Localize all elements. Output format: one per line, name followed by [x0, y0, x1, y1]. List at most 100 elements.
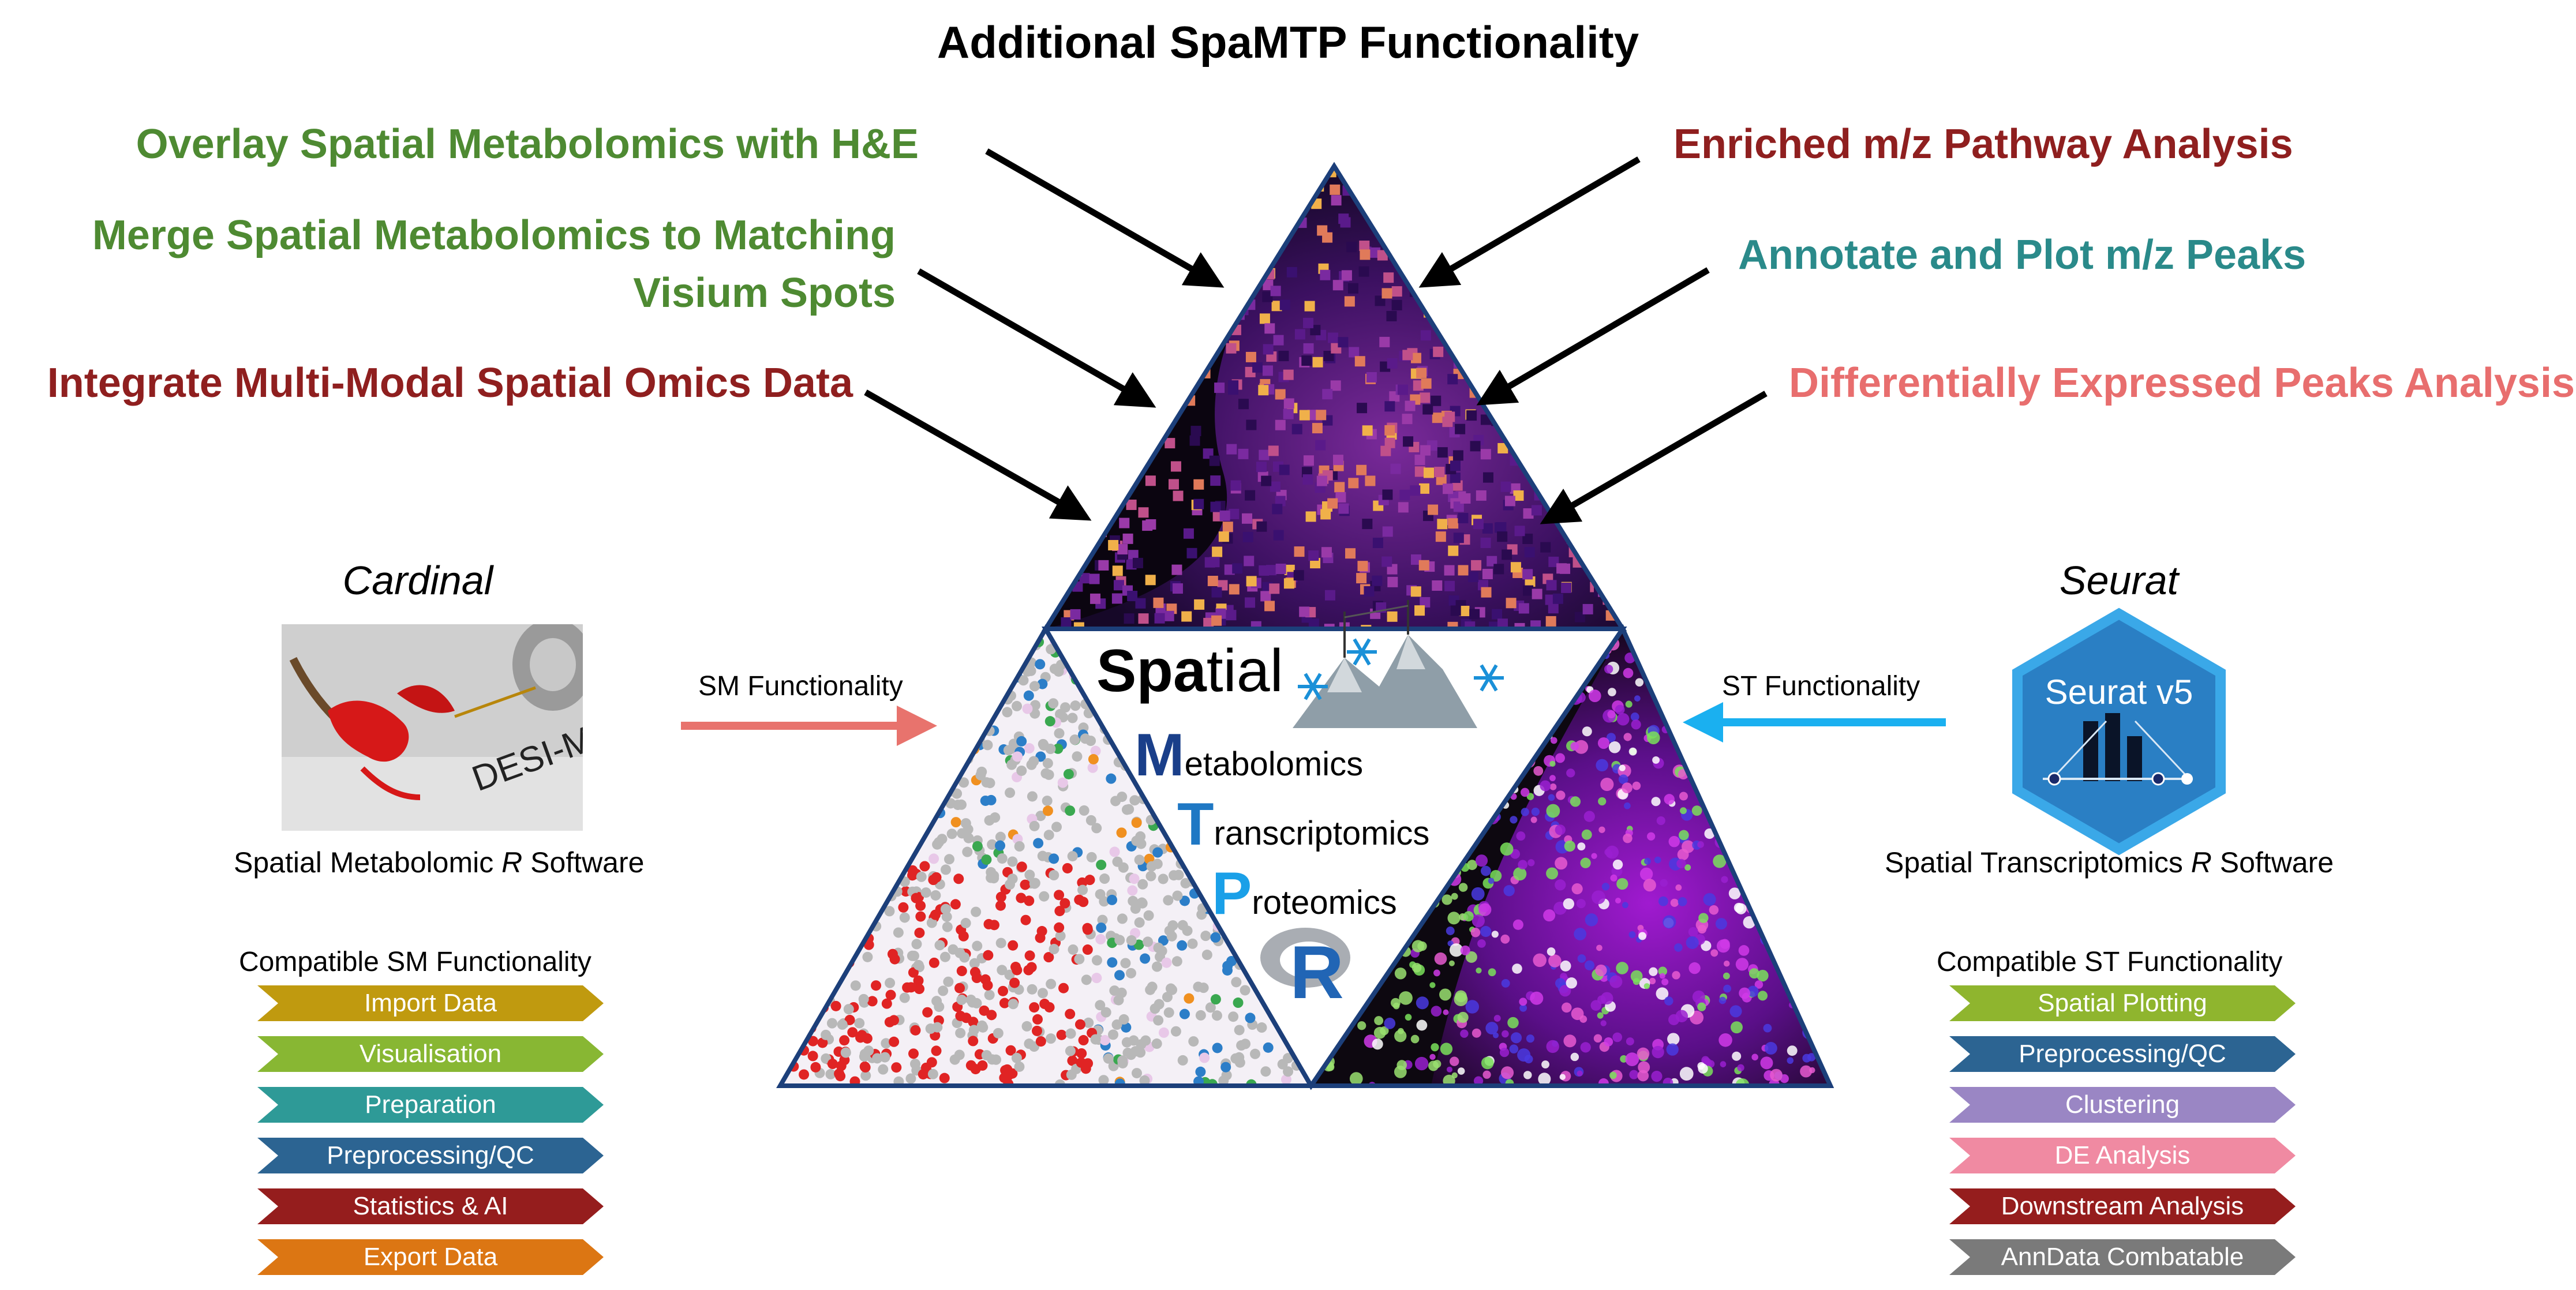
- texture-pixel: [1260, 197, 1271, 208]
- texture-spot: [1107, 957, 1118, 968]
- texture-cell: [1398, 1028, 1404, 1034]
- texture-spot: [927, 1068, 938, 1079]
- texture-pixel: [1196, 174, 1207, 185]
- texture-cell: [1513, 867, 1527, 881]
- texture-pixel: [1181, 611, 1192, 622]
- texture-pixel: [1384, 401, 1395, 412]
- texture-spot: [1035, 659, 1046, 670]
- texture-pixel: [1122, 533, 1133, 544]
- texture-spot: [1018, 675, 1029, 686]
- texture-cell: [1811, 817, 1822, 829]
- texture-cell: [1566, 977, 1578, 989]
- texture-spot: [916, 805, 927, 816]
- texture-cell: [1510, 1032, 1522, 1044]
- texture-pixel: [1182, 235, 1193, 246]
- texture-spot: [794, 963, 805, 974]
- texture-pixel: [1593, 511, 1604, 522]
- texture-pixel: [1106, 167, 1117, 178]
- texture-pixel: [1403, 209, 1414, 220]
- texture-cell: [1467, 860, 1477, 871]
- texture-cell: [1480, 925, 1492, 937]
- texture-spot: [872, 830, 883, 841]
- texture-spot: [1234, 1025, 1245, 1036]
- texture-spot: [1127, 885, 1138, 896]
- texture-pixel: [1109, 336, 1119, 347]
- texture-pixel: [1583, 172, 1594, 183]
- texture-cell: [1623, 733, 1632, 741]
- texture-spot: [1054, 922, 1065, 933]
- texture-pixel: [1608, 181, 1619, 192]
- texture-spot: [793, 640, 804, 651]
- texture-pixel: [1562, 467, 1572, 478]
- texture-cell: [1789, 745, 1797, 752]
- texture-spot: [910, 1059, 921, 1070]
- texture-pixel: [1269, 583, 1280, 594]
- texture-cell: [1541, 1060, 1549, 1068]
- texture-pixel: [1125, 181, 1136, 192]
- texture-pixel: [1540, 397, 1551, 408]
- texture-spot: [795, 786, 806, 797]
- texture-cell: [1801, 629, 1815, 638]
- texture-pixel: [1364, 200, 1375, 211]
- texture-spot: [956, 995, 967, 1006]
- texture-pixel: [1372, 537, 1383, 548]
- texture-cell: [1731, 1021, 1743, 1034]
- texture-pixel: [1186, 325, 1197, 336]
- texture-pixel: [1264, 323, 1275, 334]
- texture-cell: [1431, 1043, 1439, 1052]
- texture-pixel: [1455, 423, 1466, 434]
- texture-pixel: [1586, 538, 1597, 549]
- texture-spot: [1014, 1061, 1025, 1072]
- texture-spot: [862, 951, 873, 962]
- texture-cell: [1807, 1053, 1816, 1062]
- texture-spot: [879, 867, 890, 877]
- texture-spot: [911, 644, 922, 655]
- texture-cell: [1735, 903, 1747, 914]
- texture-pixel: [1606, 451, 1617, 462]
- texture-pixel: [1605, 285, 1616, 296]
- texture-pixel: [1117, 544, 1128, 555]
- texture-pixel: [1362, 519, 1373, 530]
- texture-spot: [919, 681, 930, 692]
- texture-cell: [1715, 918, 1727, 930]
- texture-pixel: [1291, 423, 1302, 434]
- texture-spot: [1060, 702, 1071, 713]
- texture-pixel: [1435, 317, 1446, 328]
- texture-spot: [976, 766, 987, 777]
- texture-pixel: [1316, 410, 1327, 421]
- texture-pixel: [1568, 509, 1579, 520]
- texture-cell: [1688, 962, 1701, 974]
- texture-pixel: [1079, 167, 1090, 178]
- texture-pixel: [1588, 239, 1599, 250]
- texture-cell: [1396, 1060, 1407, 1070]
- texture-pixel: [1488, 225, 1499, 236]
- texture-pixel: [1454, 271, 1465, 282]
- texture-pixel: [1283, 398, 1294, 409]
- texture-spot: [1005, 642, 1016, 652]
- texture-spot: [939, 701, 950, 712]
- texture-spot: [839, 1035, 850, 1046]
- texture-pixel: [1561, 582, 1572, 593]
- texture-pixel: [1256, 521, 1267, 532]
- texture-cell: [1559, 1074, 1566, 1080]
- texture-spot: [973, 710, 984, 721]
- texture-spot: [788, 826, 799, 837]
- texture-cell: [1814, 812, 1821, 819]
- texture-pixel: [1386, 208, 1396, 219]
- texture-spot: [940, 864, 951, 875]
- texture-cell: [1661, 978, 1669, 986]
- texture-cell: [1460, 945, 1470, 955]
- texture-pixel: [1197, 236, 1208, 247]
- texture-spot: [1179, 895, 1190, 906]
- texture-pixel: [1130, 429, 1141, 440]
- texture-pixel: [1291, 201, 1302, 212]
- texture-pixel: [1518, 246, 1529, 257]
- texture-cell: [1374, 1016, 1384, 1026]
- texture-spot: [1250, 1048, 1261, 1059]
- texture-pixel: [1459, 606, 1470, 617]
- texture-spot: [1153, 942, 1164, 953]
- texture-spot: [1231, 977, 1242, 988]
- texture-pixel: [1207, 336, 1218, 347]
- texture-pixel: [1081, 271, 1092, 282]
- texture-spot: [1096, 860, 1107, 871]
